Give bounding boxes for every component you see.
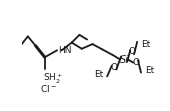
Text: Cl$^-$: Cl$^-$ — [40, 83, 57, 94]
Text: SH$_2^+$: SH$_2^+$ — [43, 72, 64, 86]
Text: O: O — [110, 63, 118, 72]
Text: HN: HN — [58, 46, 71, 55]
Text: Si: Si — [120, 55, 129, 64]
Text: Et: Et — [141, 40, 150, 49]
Text: Et: Et — [94, 70, 103, 79]
Text: O: O — [132, 58, 139, 67]
Text: Et: Et — [145, 66, 154, 75]
Text: O: O — [128, 47, 135, 56]
